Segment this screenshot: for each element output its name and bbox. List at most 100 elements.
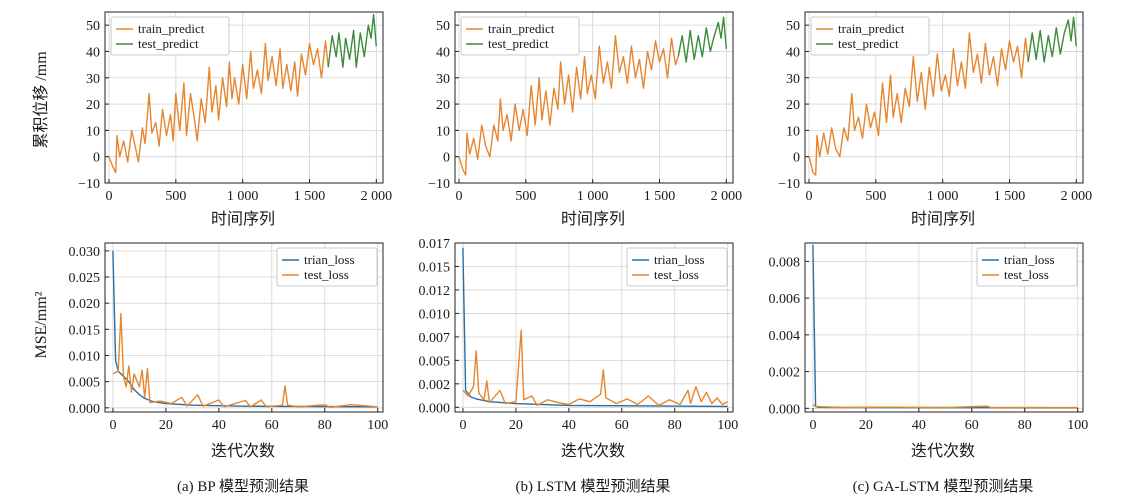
chart-b-bottom: 0 20 40 60 80 100 0.000 0.002 0.005 0.007 0.010 0.0… bbox=[419, 237, 739, 433]
legend-label: test_loss bbox=[654, 267, 699, 282]
x-tick-label: 0 bbox=[109, 418, 116, 433]
caption-c: (c) GA-LSTM 模型预测结果 bbox=[853, 478, 1034, 495]
y-tick-label: 10 bbox=[436, 124, 450, 139]
x-tick-label: 100 bbox=[1067, 418, 1088, 433]
x-tick-label: 60 bbox=[615, 418, 629, 433]
x-tick-label: 1 000 bbox=[927, 189, 959, 204]
legend-label: trian_loss bbox=[654, 252, 705, 267]
series-line-train-predict bbox=[108, 40, 329, 174]
x-tick-label: 1 500 bbox=[644, 189, 676, 204]
x-tick-label: 500 bbox=[515, 189, 536, 204]
chart-c-top: 0 500 1 000 1 500 2 000 −10 0 10 20 30 40 50 train_p… bbox=[778, 11, 1093, 204]
x-tick-label: 20 bbox=[859, 418, 873, 433]
chart-c-bottom: 0 20 40 60 80 100 0.000 0.002 0.004 0.006 0.008 tri… bbox=[769, 242, 1088, 433]
plot-frame bbox=[804, 11, 1084, 184]
caption-b: (b) LSTM 模型预测结果 bbox=[516, 478, 671, 495]
xlabel-c-top: 时间序列 bbox=[911, 210, 975, 228]
legend-label: test_loss bbox=[304, 267, 349, 282]
xlabel-c-bottom: 迭代次数 bbox=[911, 442, 975, 460]
x-tick-label: 1 500 bbox=[994, 189, 1026, 204]
y-tick-label: 20 bbox=[86, 98, 100, 113]
y-tick-label: 0.000 bbox=[769, 402, 801, 417]
x-tick-label: 1 500 bbox=[294, 189, 326, 204]
xlabel-a-bottom: 迭代次数 bbox=[211, 442, 275, 460]
y-tick-label: 50 bbox=[86, 19, 100, 34]
xlabel-b-bottom: 迭代次数 bbox=[561, 442, 625, 460]
legend-label: train_predict bbox=[488, 21, 555, 36]
y-tick-label: 40 bbox=[786, 45, 800, 60]
x-tick-label: 2 000 bbox=[711, 189, 743, 204]
xlabel-b-top: 时间序列 bbox=[561, 210, 625, 228]
x-tick-label: 40 bbox=[912, 418, 926, 433]
legend-box bbox=[460, 16, 580, 56]
series-line-test-loss bbox=[112, 312, 378, 408]
y-tick-label: 0.015 bbox=[69, 323, 101, 338]
x-tick-label: 2 000 bbox=[1061, 189, 1093, 204]
series-line-train-predict bbox=[458, 35, 679, 176]
y-tick-label: 0.000 bbox=[419, 401, 451, 416]
y-tick-label: 30 bbox=[86, 72, 100, 87]
series-line-test-predict bbox=[677, 16, 727, 63]
plot-frame bbox=[104, 11, 384, 184]
x-tick-label: 60 bbox=[965, 418, 979, 433]
ylabel-bottom: MSE/mm² bbox=[33, 291, 50, 358]
y-tick-label: 0.005 bbox=[419, 354, 451, 369]
series-line-test-predict bbox=[1027, 16, 1077, 63]
legend-box bbox=[626, 247, 728, 287]
y-tick-label: 50 bbox=[436, 19, 450, 34]
legend-label: test_loss bbox=[1004, 267, 1049, 282]
y-tick-label: 0.004 bbox=[769, 329, 801, 344]
y-tick-label: 0 bbox=[443, 151, 450, 166]
series-line-test-loss bbox=[812, 404, 1078, 409]
x-tick-label: 1 000 bbox=[577, 189, 609, 204]
y-tick-label: 0.012 bbox=[419, 284, 451, 299]
x-tick-label: 20 bbox=[159, 418, 173, 433]
y-tick-label: 10 bbox=[86, 124, 100, 139]
x-tick-label: 2 000 bbox=[361, 189, 393, 204]
y-tick-label: 50 bbox=[786, 19, 800, 34]
y-tick-label: 0 bbox=[93, 151, 100, 166]
legend-label: train_predict bbox=[838, 21, 905, 36]
plot-frame bbox=[454, 11, 734, 184]
y-tick-label: 0.006 bbox=[769, 292, 801, 307]
y-tick-label: 0.007 bbox=[419, 331, 451, 346]
chart-a-bottom: 0 20 40 60 80 100 0.000 0.005 0.010 0.015 0.020 0.0… bbox=[69, 242, 388, 433]
x-tick-label: 500 bbox=[865, 189, 886, 204]
y-tick-label: 20 bbox=[436, 98, 450, 113]
x-tick-label: 60 bbox=[265, 418, 279, 433]
legend-label: trian_loss bbox=[304, 252, 355, 267]
y-tick-label: 0.005 bbox=[69, 376, 101, 391]
xlabel-a-top: 时间序列 bbox=[211, 210, 275, 228]
x-tick-label: 0 bbox=[806, 189, 813, 204]
x-tick-label: 500 bbox=[165, 189, 186, 204]
legend-label: train_predict bbox=[138, 21, 205, 36]
y-tick-label: 0.010 bbox=[69, 349, 101, 364]
chart-b-top: 0 500 1 000 1 500 2 000 −10 0 10 20 30 40 50 train_p… bbox=[428, 11, 743, 204]
chart-a-top: 0 500 1 000 1 500 2 000 −10 0 10 20 30 40 50 train_p… bbox=[78, 11, 393, 204]
y-tick-label: 0.002 bbox=[419, 378, 451, 393]
y-tick-label: 0.025 bbox=[69, 271, 101, 286]
x-tick-label: 0 bbox=[459, 418, 466, 433]
y-tick-label: 0 bbox=[793, 151, 800, 166]
plot-frame bbox=[454, 242, 734, 413]
legend-label: test_predict bbox=[138, 36, 199, 51]
series-line-train-predict bbox=[808, 32, 1029, 176]
x-tick-label: 0 bbox=[456, 189, 463, 204]
x-tick-label: 40 bbox=[562, 418, 576, 433]
y-tick-label: 40 bbox=[86, 45, 100, 60]
legend-box bbox=[810, 16, 930, 56]
legend-label: test_predict bbox=[838, 36, 899, 51]
plot-frame bbox=[104, 242, 384, 413]
y-tick-label: 30 bbox=[786, 72, 800, 87]
legend-box bbox=[276, 247, 378, 287]
legend-box bbox=[976, 247, 1078, 287]
legend-box bbox=[110, 16, 230, 56]
legend-label: test_predict bbox=[488, 36, 549, 51]
ylabel-top: 累积位移 /mm bbox=[32, 51, 50, 149]
x-tick-label: 0 bbox=[106, 189, 113, 204]
